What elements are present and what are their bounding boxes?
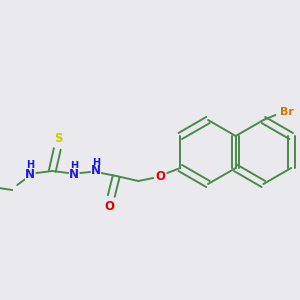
- Text: S: S: [54, 133, 62, 146]
- Text: O: O: [104, 200, 114, 212]
- Text: N: N: [69, 167, 79, 181]
- Text: N: N: [91, 164, 101, 178]
- Text: Br: Br: [280, 107, 294, 117]
- Text: O: O: [155, 169, 165, 182]
- Text: H: H: [92, 158, 100, 168]
- Text: N: N: [25, 167, 35, 181]
- Text: H: H: [70, 161, 78, 171]
- Text: H: H: [26, 160, 34, 170]
